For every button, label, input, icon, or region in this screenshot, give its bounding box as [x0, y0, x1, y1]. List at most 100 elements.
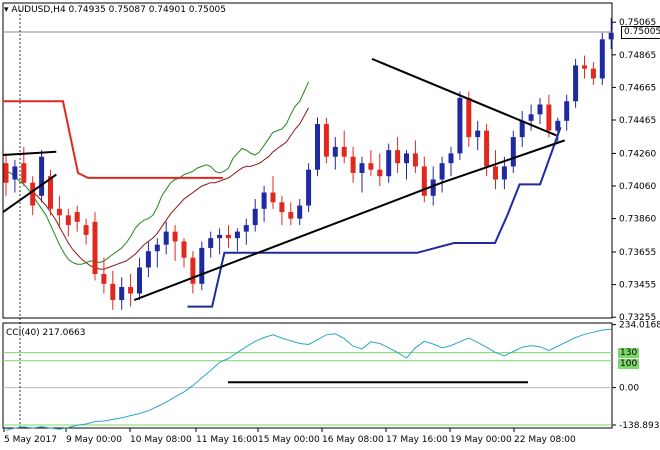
candle-body [12, 166, 18, 180]
cci-panel-border [2, 322, 613, 429]
cci-tick-label: 0.00 [619, 384, 639, 394]
candle-body [74, 212, 80, 222]
candle-body [599, 39, 605, 79]
candle-body [395, 150, 401, 164]
cci-line [5, 328, 612, 431]
candle-body [368, 163, 374, 170]
candle-body [359, 163, 365, 173]
channel-blue-line [187, 126, 562, 308]
candle-body [546, 104, 552, 131]
time-tick-label: 10 May 08:00 [130, 435, 192, 445]
trend-line [371, 57, 557, 137]
candle-body [56, 208, 62, 216]
time-tick-label: 15 May 00:00 [258, 435, 320, 445]
price-tick-label: 0.73255 [619, 313, 656, 323]
price-tick-label: 0.73655 [619, 248, 656, 258]
candle-body [412, 153, 418, 167]
time-axis: 5 May 2017 9 May 00:00 10 May 08:00 11 May … [3, 10, 576, 445]
price-tick-label: 0.75065 [619, 18, 656, 28]
candle-body [172, 231, 178, 242]
time-tick-label: 9 May 00:00 [66, 435, 122, 445]
candle-body [21, 163, 27, 183]
candle-body [83, 225, 89, 235]
candle-body [92, 221, 98, 274]
candle-body [590, 68, 596, 79]
candle-body [297, 205, 303, 219]
candle-body [261, 192, 267, 209]
candle-body [190, 257, 196, 284]
candle-body [234, 231, 240, 239]
candle-body [341, 146, 347, 157]
cci-tick-label: 234.0168 [619, 321, 660, 331]
candle-body [65, 215, 71, 226]
time-tick-label: 11 May 16:00 [196, 435, 258, 445]
price-axis: 0.75065 0.74865 0.74665 0.74465 0.74260 0.740… [3, 18, 656, 323]
current-price-label: 0.75005 [621, 26, 660, 39]
candle-body [30, 182, 36, 206]
candle-body [199, 247, 205, 284]
candle-body [137, 267, 142, 294]
cci-level-100: 100 [618, 359, 640, 369]
candle-body [48, 176, 53, 209]
candle-body [3, 163, 9, 183]
candles-group[interactable] [3, 18, 614, 310]
candle-body [163, 231, 169, 245]
candle-body [404, 153, 409, 164]
candle-body [582, 65, 587, 69]
candle-body [208, 238, 214, 248]
price-tick-label: 0.74665 [619, 83, 656, 93]
candle-body [457, 98, 463, 154]
cci-header: CCI(40) 217.0663 [6, 328, 86, 338]
price-tick-label: 0.74060 [619, 182, 656, 192]
time-tick-label: 5 May 2017 [4, 435, 57, 445]
chart-header: ▾ AUDUSD,H4 0.74935 0.75087 0.74901 0.75… [4, 5, 226, 15]
candle-body [217, 234, 223, 239]
candle-body [288, 212, 294, 219]
channel-red-line [3, 100, 223, 179]
price-tick-label: 0.74865 [619, 51, 656, 61]
candle-body [350, 156, 356, 173]
trend-line [133, 181, 443, 302]
candle-body [270, 192, 276, 203]
candle-body [154, 244, 160, 252]
indicator-lines [3, 81, 562, 308]
candle-body [475, 130, 481, 138]
candle-body [377, 169, 383, 177]
trend-lines[interactable] [2, 57, 566, 302]
candle-body [332, 146, 338, 157]
price-tick-label: 0.74260 [619, 149, 656, 159]
candle-body [323, 124, 329, 157]
candle-body [439, 163, 445, 180]
time-tick-label: 19 May 00:00 [450, 435, 512, 445]
candle-body [119, 287, 125, 301]
time-tick-label: 17 May 16:00 [386, 435, 448, 445]
symbol-label: AUDUSD,H4 [11, 5, 66, 15]
candle-body [510, 137, 516, 167]
candle-body [421, 166, 427, 196]
candle-body [145, 251, 151, 268]
ma-fast-line [5, 81, 310, 265]
price-panel-border [2, 2, 613, 319]
candle-body [226, 234, 231, 239]
price-tick-label: 0.73455 [619, 281, 656, 291]
time-tick-label: 22 May 08:00 [514, 435, 576, 445]
cci-level-130: 130 [618, 348, 640, 358]
candle-body [101, 274, 107, 284]
candle-body [448, 153, 454, 164]
candle-body [306, 169, 312, 206]
candle-body [528, 114, 534, 121]
price-tick-label: 0.74465 [619, 116, 656, 126]
ohlc-values: 0.74935 0.75087 0.74901 0.75005 [68, 5, 226, 15]
candle-body [564, 101, 570, 121]
candle-body [484, 130, 490, 167]
candle-body [386, 150, 392, 177]
trend-line [2, 173, 57, 213]
chart-frame [2, 2, 613, 429]
candle-body [573, 65, 579, 102]
trend-line [441, 139, 566, 184]
candle-body [519, 120, 525, 138]
candle-body [110, 283, 116, 301]
